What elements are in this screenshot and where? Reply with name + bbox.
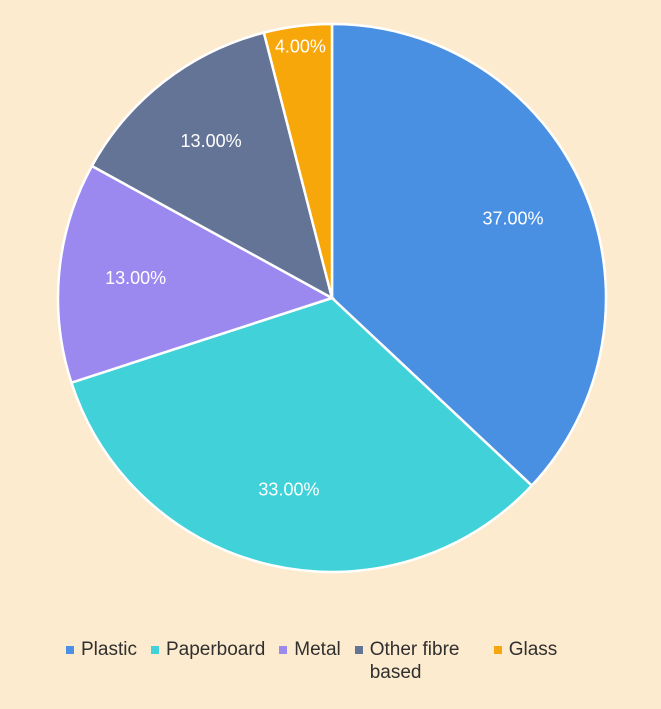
pie-data-labels: 37.00% 33.00% 13.00% 13.00% 4.00% xyxy=(105,37,544,500)
legend-label-plastic: Plastic xyxy=(81,639,137,660)
legend-item-other-fibre-based[interactable]: Other fibre based xyxy=(354,638,480,684)
data-label-glass: 4.00% xyxy=(275,37,326,57)
pie-slice-glass[interactable] xyxy=(262,22,334,299)
legend-label-paperboard: Paperboard xyxy=(165,639,266,660)
legend-swatch-plastic xyxy=(66,646,74,654)
legend-swatch-metal xyxy=(279,646,288,654)
legend-label-metal: Metal xyxy=(294,639,341,660)
data-label-other-fibre-based: 13.00% xyxy=(181,131,242,151)
legend-item-metal[interactable]: Metal xyxy=(279,638,341,661)
legend-swatch-other-fibre-based xyxy=(354,646,363,654)
data-label-paperboard: 33.00% xyxy=(258,479,319,499)
legend-item-plastic[interactable]: Plastic xyxy=(66,638,137,661)
pie-slices xyxy=(56,22,608,574)
pie-slice-plastic[interactable] xyxy=(330,22,608,488)
pie-chart: 37.00% 33.00% 13.00% 13.00% 4.00% xyxy=(56,22,608,574)
legend-item-glass[interactable]: Glass xyxy=(493,638,558,661)
legend-label-other-fibre-based: Other fibre based xyxy=(369,639,460,683)
legend-swatch-glass xyxy=(493,646,502,654)
legend-swatch-paperboard xyxy=(150,646,159,654)
legend-label-glass: Glass xyxy=(508,639,558,660)
data-label-metal: 13.00% xyxy=(105,268,166,288)
pie-slice-metal[interactable] xyxy=(56,164,336,385)
legend-item-paperboard[interactable]: Paperboard xyxy=(150,638,266,661)
pie-slice-paperboard[interactable] xyxy=(69,296,534,574)
chart-legend: Plastic Paperboard Metal Other fibre bas… xyxy=(66,638,571,684)
data-label-plastic: 37.00% xyxy=(483,208,544,228)
pie-slice-other-fibre-based[interactable] xyxy=(90,31,334,301)
